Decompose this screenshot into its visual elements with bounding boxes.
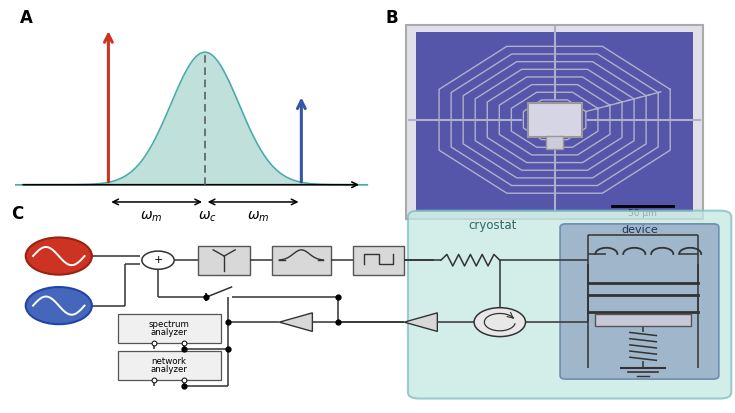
FancyBboxPatch shape [353, 246, 404, 275]
Text: analyzer: analyzer [151, 365, 187, 374]
Text: analyzer: analyzer [151, 328, 187, 337]
Circle shape [26, 237, 92, 275]
Text: +: + [154, 255, 162, 265]
Text: C: C [11, 205, 24, 223]
FancyBboxPatch shape [416, 32, 693, 212]
Text: cryostat: cryostat [468, 219, 517, 232]
FancyBboxPatch shape [546, 136, 563, 149]
FancyBboxPatch shape [406, 25, 703, 218]
FancyBboxPatch shape [272, 246, 331, 275]
Circle shape [142, 251, 174, 269]
FancyBboxPatch shape [408, 211, 731, 399]
Text: spectrum: spectrum [148, 320, 190, 329]
FancyBboxPatch shape [595, 314, 691, 326]
Text: 50 μm: 50 μm [628, 209, 657, 218]
FancyBboxPatch shape [198, 246, 250, 275]
Text: device: device [621, 225, 658, 235]
Polygon shape [279, 313, 312, 331]
FancyBboxPatch shape [118, 351, 220, 380]
Text: A: A [20, 9, 33, 27]
FancyBboxPatch shape [560, 224, 719, 379]
Text: network: network [151, 357, 187, 366]
FancyBboxPatch shape [528, 102, 581, 137]
FancyBboxPatch shape [118, 314, 220, 343]
Text: $\omega_c$: $\omega_c$ [198, 209, 217, 223]
Text: $\omega_m$: $\omega_m$ [248, 209, 270, 223]
Text: $\omega_m$: $\omega_m$ [140, 209, 162, 223]
Text: B: B [386, 9, 398, 27]
Polygon shape [404, 313, 437, 331]
Circle shape [474, 308, 526, 337]
Circle shape [26, 287, 92, 324]
